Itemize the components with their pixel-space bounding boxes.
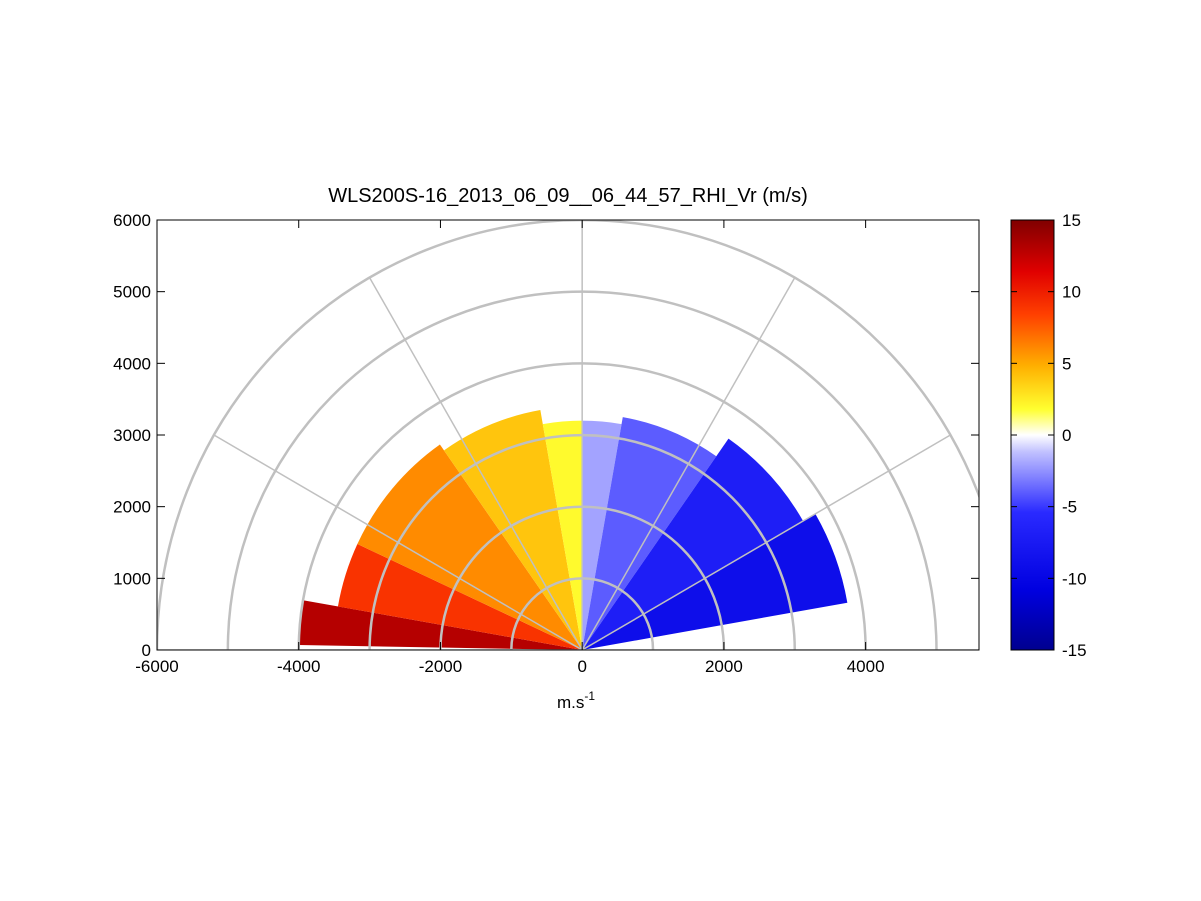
y-tick-label: 5000 bbox=[113, 283, 151, 302]
x-tick-labels: -6000 -4000 -2000 0 2000 4000 bbox=[135, 657, 884, 676]
velocity-sector-mid-west bbox=[357, 444, 583, 650]
y-tick-label: 4000 bbox=[113, 354, 151, 373]
colorbar-tick-label: 15 bbox=[1062, 211, 1081, 230]
chart-title: WLS200S-16_2013_06_09__06_44_57_RHI_Vr (… bbox=[328, 185, 808, 207]
velocity-sector-low-east bbox=[582, 513, 848, 650]
velocity-sector-mid-east bbox=[582, 438, 804, 650]
colorbar-tick-label: -5 bbox=[1062, 498, 1077, 517]
velocity-sector-low-west bbox=[337, 543, 583, 650]
azimuth-spoke-150 bbox=[213, 434, 583, 650]
x-tick-label: 2000 bbox=[705, 657, 743, 676]
colorbar-tick-label: -15 bbox=[1062, 641, 1087, 660]
y-tick-label: 1000 bbox=[113, 569, 151, 588]
x-tick-label: -2000 bbox=[419, 657, 462, 676]
velocity-sector-near-zenith-east bbox=[582, 420, 622, 650]
azimuth-spoke-60 bbox=[581, 277, 796, 650]
x-tick-label: -6000 bbox=[135, 657, 178, 676]
x-tick-label: 0 bbox=[577, 657, 586, 676]
plot-area bbox=[157, 220, 979, 650]
colorbar-tick-label: 0 bbox=[1062, 426, 1071, 445]
x-axis-label-exponent: -1 bbox=[584, 689, 595, 703]
colorbar-tick-label: 10 bbox=[1062, 283, 1081, 302]
colorbar-tick-label: -10 bbox=[1062, 569, 1087, 588]
colorbar bbox=[1010, 219, 1055, 651]
colorbar-ticks: 15 10 5 0 -5 -10 -15 bbox=[1011, 211, 1087, 660]
x-tick-label: -4000 bbox=[277, 657, 320, 676]
y-tick-label: 6000 bbox=[113, 211, 151, 230]
azimuth-spoke-120 bbox=[368, 277, 583, 650]
colorbar-tick-label: 5 bbox=[1062, 354, 1071, 373]
azimuth-spoke-30 bbox=[581, 434, 951, 650]
velocity-sector-layer bbox=[298, 410, 848, 650]
x-tick-label: 4000 bbox=[847, 657, 885, 676]
y-tick-label: 0 bbox=[142, 641, 151, 660]
polar-grid bbox=[157, 220, 979, 650]
x-axis-label: m.s-1 bbox=[557, 689, 595, 712]
y-tick-label: 2000 bbox=[113, 498, 151, 517]
x-axis-label-base: m.s bbox=[557, 693, 584, 712]
velocity-sector-near-zenith-west bbox=[542, 420, 583, 650]
y-tick-label: 3000 bbox=[113, 426, 151, 445]
axis-ticks bbox=[156, 219, 979, 651]
y-tick-labels: 0 1000 2000 3000 4000 5000 6000 bbox=[113, 211, 151, 660]
